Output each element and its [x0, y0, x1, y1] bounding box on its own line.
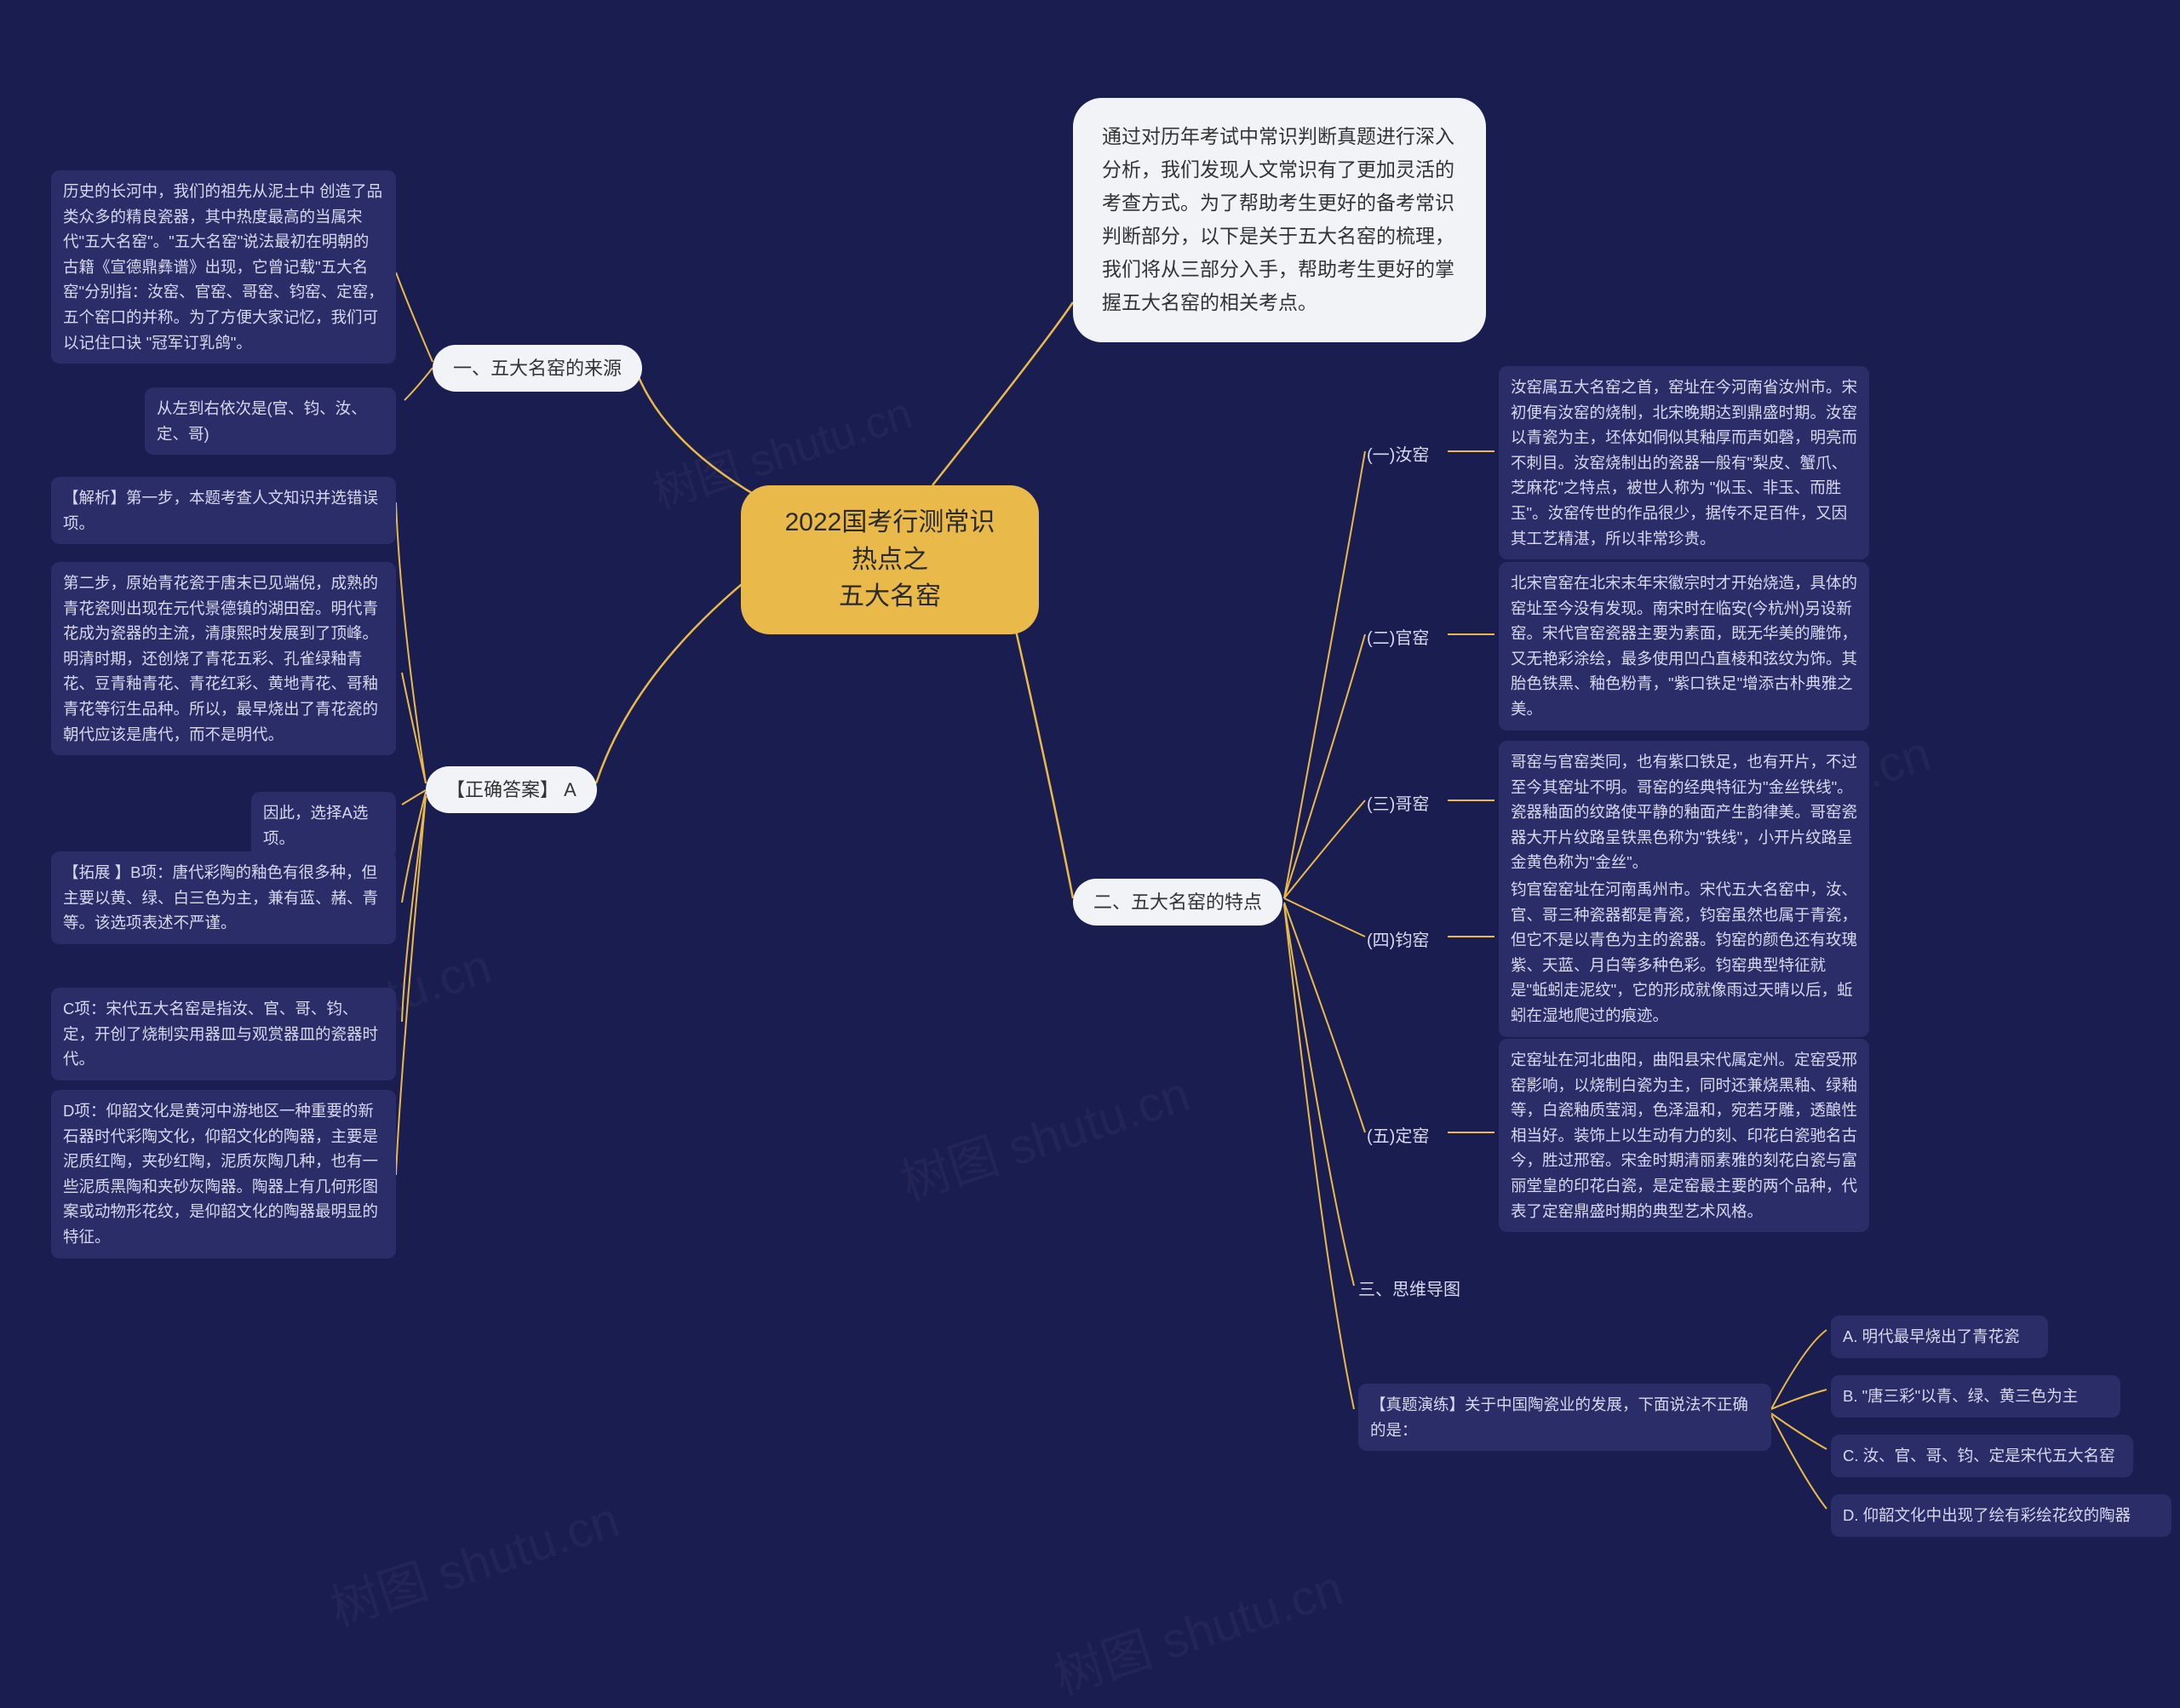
answer-box2: 第二步，原始青花瓷于唐末已见端倪，成熟的青花瓷则出现在元代景德镇的湖田窑。明代青…	[51, 562, 396, 755]
watermark: 树图 shutu.cn	[320, 1480, 627, 1640]
option-d: D. 仰韶文化中出现了绘有彩绘花纹的陶器	[1831, 1494, 2171, 1537]
section1-box1: 历史的长河中，我们的祖先从泥土中 创造了品类众多的精良瓷器，其中热度最高的当属宋…	[51, 170, 396, 364]
option-c: C. 汝、官、哥、钧、定是宋代五大名窑	[1831, 1435, 2133, 1477]
kiln-1-label: (一)汝窑	[1367, 441, 1429, 466]
kiln-1-text: 汝窑属五大名窑之首，窑址在今河南省汝州市。宋初便有汝窑的烧制，北宋晚期达到鼎盛时…	[1499, 366, 1869, 559]
answer-title: 【正确答案】 A	[426, 766, 597, 813]
kiln-5-label: (五)定窑	[1367, 1122, 1429, 1147]
answer-box5: C项：宋代五大名窑是指汝、官、哥、钧、定，开创了烧制实用器皿与观赏器皿的瓷器时代…	[51, 988, 396, 1080]
option-b: B. "唐三彩"以青、绿、黄三色为主	[1831, 1375, 2120, 1418]
answer-box4: 【拓展 】B项：唐代彩陶的釉色有很多种，但主要以黄、绿、白三色为主，兼有蓝、赭、…	[51, 851, 396, 944]
section2-title: 二、五大名窑的特点	[1073, 879, 1282, 926]
mindmap-leaf: 三、思维导图	[1358, 1275, 1460, 1300]
kiln-3-text: 哥窑与官窑类同，也有紫口铁足，也有开片，不过至今其窑址不明。哥窑的经典特征为"金…	[1499, 741, 1869, 884]
kiln-3-label: (三)哥窑	[1367, 790, 1429, 815]
section1-title: 一、五大名窑的来源	[433, 345, 642, 392]
center-line2: 五大名窑	[839, 582, 941, 610]
intro-box: 通过对历年考试中常识判断真题进行深入分析，我们发现人文常识有了更加灵活的考查方式…	[1073, 98, 1486, 342]
answer-box6: D项：仰韶文化是黄河中游地区一种重要的新石器时代彩陶文化，仰韶文化的陶器，主要是…	[51, 1090, 396, 1258]
answer-box3: 因此，选择A选项。	[251, 792, 396, 859]
kiln-5-text: 定窑址在河北曲阳，曲阳县宋代属定州。定窑受邢窑影响，以烧制白瓷为主，同时还兼烧黑…	[1499, 1039, 1869, 1232]
center-line1: 2022国考行测常识热点之	[785, 508, 995, 574]
watermark: 树图 shutu.cn	[1044, 1548, 1351, 1708]
kiln-2-text: 北宋官窑在北宋末年宋徽宗时才开始烧造，具体的窑址至今没有发现。南宋时在临安(今杭…	[1499, 562, 1869, 731]
center-node: 2022国考行测常识热点之 五大名窑	[741, 485, 1039, 634]
kiln-4-text: 钧官窑窑址在河南禹州市。宋代五大名窑中，汝、官、哥三种瓷器都是青瓷，钧窑虽然也属…	[1499, 868, 1869, 1037]
watermark: 树图 shutu.cn	[891, 1054, 1197, 1214]
kiln-4-label: (四)钧窑	[1367, 926, 1429, 951]
option-a: A. 明代最早烧出了青花瓷	[1831, 1315, 2048, 1358]
question-title: 【真题演练】关于中国陶瓷业的发展，下面说法不正确的是：	[1358, 1384, 1771, 1451]
section1-box2: 从左到右依次是(官、钧、汝、定、哥)	[145, 387, 396, 455]
kiln-2-label: (二)官窑	[1367, 624, 1429, 649]
answer-box1: 【解析】第一步，本题考查人文知识并选错误项。	[51, 477, 396, 544]
